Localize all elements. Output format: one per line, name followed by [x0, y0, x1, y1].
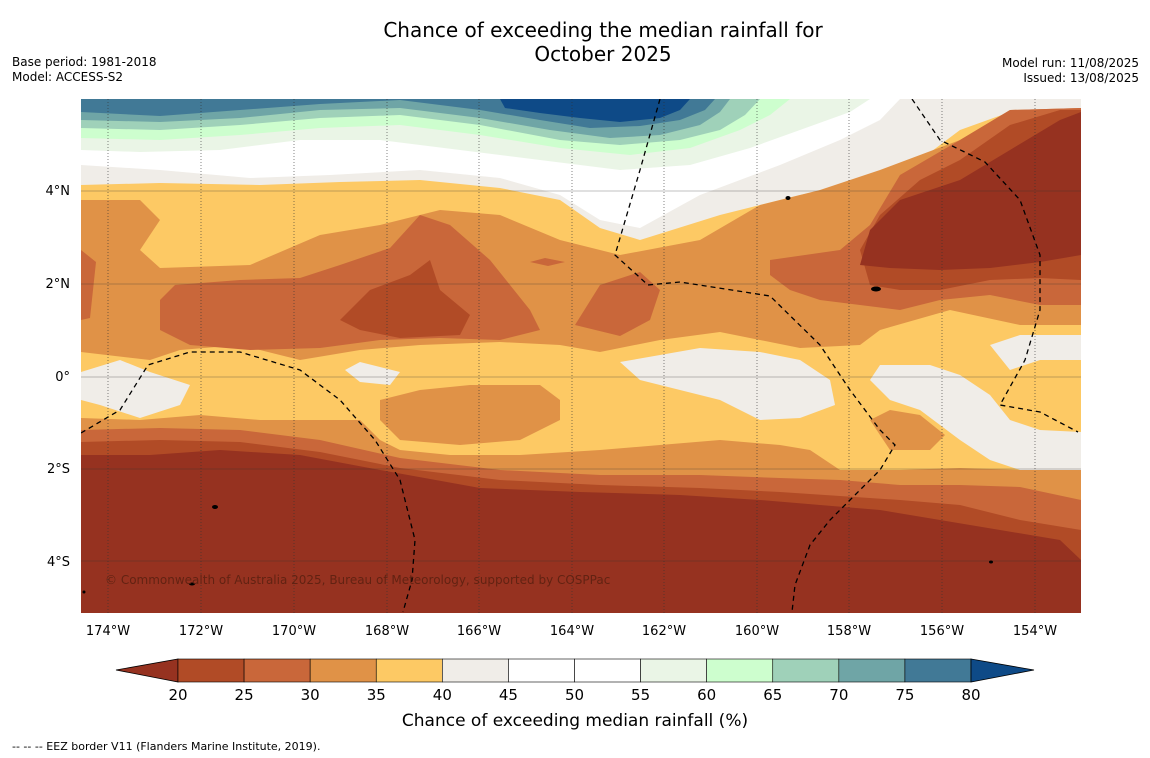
meta-right: Model run: 11/08/2025 Issued: 13/08/2025: [1002, 56, 1139, 86]
colorbar-segment: [706, 658, 774, 683]
title-line-1: Chance of exceeding the median rainfall …: [383, 18, 823, 42]
colorbar-tick-label: 80: [961, 686, 980, 704]
colorbar-segment: [838, 658, 906, 683]
page-title: Chance of exceeding the median rainfall …: [300, 18, 906, 66]
latitude-labels: 4°N 2°N 0° 2°S 4°S: [46, 184, 71, 570]
colorbar-tick-label: 55: [631, 686, 650, 704]
region-40-45-eq-east: [870, 335, 1081, 470]
longitude-labels: 174°W 172°W 170°W 168°W 166°W 164°W 162°W 160°W…: [86, 624, 1057, 639]
colorbar-tick-label: 45: [499, 686, 518, 704]
meta-left: Base period: 1981-2018 Model: ACCESS-S2: [12, 55, 157, 85]
lat-tick-label: 0°: [55, 370, 70, 385]
region-30-35-eq: [380, 385, 945, 450]
colorbar: 20 25 30 35 40 45 50 55 60 65 70 75 80 Chance of exc…: [115, 658, 1035, 731]
islands: [82, 196, 993, 594]
region-15-20-tiny: [530, 258, 565, 266]
colorbar-segment: [375, 658, 443, 683]
lon-tick-label: 174°W: [86, 624, 130, 639]
lat-tick-label: 2°S: [47, 462, 70, 477]
eez-border-east: [911, 99, 1079, 433]
lon-tick-label: 166°W: [457, 624, 501, 639]
colorbar-tick-label: 35: [367, 686, 386, 704]
lon-tick-label: 162°W: [642, 624, 686, 639]
colorbar-title: Chance of exceeding median rainfall (%): [402, 711, 748, 731]
colorbar-segments: [177, 658, 972, 683]
region-15-20-south: [81, 450, 1081, 613]
model-run: Model run: 11/08/2025: [1001, 56, 1139, 70]
parallels: [81, 190, 1081, 562]
colorbar-tick-label: 20: [168, 686, 187, 704]
colorbar-tick-label: 25: [235, 686, 254, 704]
region-20-25-mid: [340, 110, 1081, 338]
lon-tick-label: 172°W: [179, 624, 223, 639]
lat-tick-label: 4°N: [46, 184, 71, 199]
eez-footnote: -- -- -- EEZ border V11 (Flanders Marine…: [12, 740, 321, 753]
colorbar-segment: [243, 658, 311, 683]
copyright-notice: © Commonwealth of Australia 2025, Bureau…: [105, 573, 610, 587]
lat-tick-label: 2°N: [46, 277, 71, 292]
colorbar-segment: [904, 658, 972, 683]
title-line-2: October 2025: [534, 42, 672, 66]
colorbar-high-extension: [970, 658, 1035, 683]
colorbar-segment: [442, 658, 509, 683]
colorbar-segment: [508, 658, 575, 683]
colorbar-segment: [772, 658, 840, 683]
colorbar-tick-label: 70: [829, 686, 848, 704]
colorbar-tick-label: 65: [763, 686, 782, 704]
lon-tick-label: 168°W: [365, 624, 409, 639]
lon-tick-label: 154°W: [1013, 624, 1057, 639]
colorbar-tick-label: 40: [433, 686, 452, 704]
colorbar-segment: [309, 658, 377, 683]
region-80-plus-north: [500, 99, 690, 122]
colorbar-tick-label: 60: [697, 686, 716, 704]
region-40-45-eq-mid: [345, 348, 835, 420]
colorbar-segment: [574, 658, 641, 683]
region-25-30-mid: [81, 108, 1081, 350]
colorbar-low-extension: [115, 658, 179, 683]
lat-tick-label: 4°S: [47, 555, 70, 570]
colorbar-ticks: 20 25 30 35 40 45 50 55 60 65 70 75 80: [168, 686, 980, 704]
colorbar-segment: [177, 658, 245, 683]
region-40-45-eq-west: [81, 360, 190, 418]
eez-border-central: [614, 99, 896, 613]
colorbar-segment: [640, 658, 707, 683]
map-area: [81, 99, 1081, 613]
issued-date: Issued: 13/08/2025: [1023, 71, 1139, 85]
colorbar-tick-label: 50: [565, 686, 584, 704]
eez-borders: [81, 99, 1079, 613]
colorbar-tick-label: 30: [301, 686, 320, 704]
model-name: Model: ACCESS-S2: [12, 70, 124, 84]
lon-tick-label: 164°W: [550, 624, 594, 639]
eez-border-west: [81, 351, 416, 613]
lon-tick-label: 156°W: [920, 624, 964, 639]
lon-tick-label: 158°W: [827, 624, 871, 639]
base-period: Base period: 1981-2018: [12, 55, 157, 69]
colorbar-tick-label: 75: [895, 686, 914, 704]
lon-tick-label: 170°W: [272, 624, 316, 639]
lon-tick-label: 160°W: [735, 624, 779, 639]
